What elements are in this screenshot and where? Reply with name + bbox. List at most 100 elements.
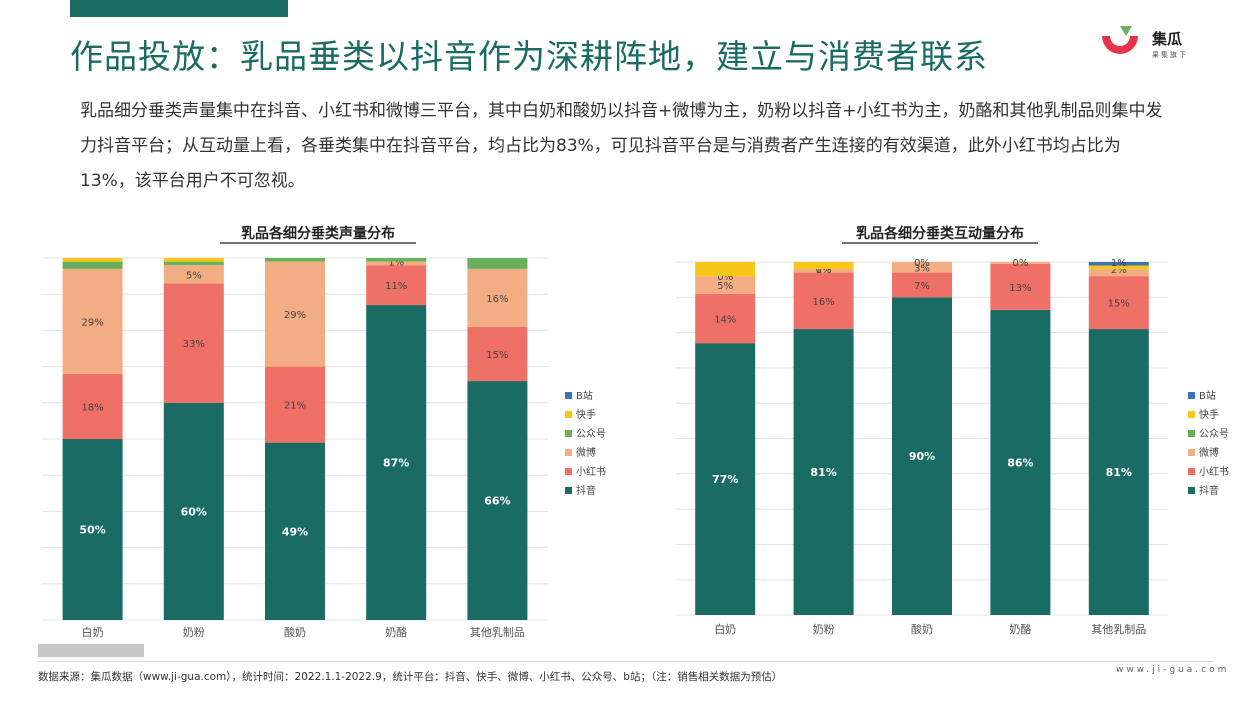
legend-swatch <box>1188 392 1195 399</box>
bar-segment <box>695 343 756 615</box>
bar-segment <box>695 293 756 344</box>
legend-label: 微博 <box>1199 446 1219 459</box>
legend-swatch <box>565 468 572 475</box>
logo-tagline: 果集旗下 <box>1152 51 1188 59</box>
category-label: 白奶 <box>82 625 104 639</box>
bar-segment <box>1088 329 1149 615</box>
top-accent-bar <box>70 0 288 17</box>
bar-segment <box>163 265 224 284</box>
website-url: www.ji-gua.com <box>1116 665 1230 675</box>
bar-segment <box>265 258 325 262</box>
bar-segment <box>163 258 224 262</box>
data-label: 66% <box>484 495 510 508</box>
bar-segment <box>793 269 854 273</box>
category-label: 白奶 <box>714 622 736 636</box>
category-label: 奶酪 <box>385 625 407 639</box>
data-label: 81% <box>1106 466 1132 479</box>
legend-label: 抖音 <box>576 484 596 497</box>
bar-segment <box>990 262 1051 264</box>
bar-segment <box>163 261 224 266</box>
legend-swatch <box>1188 468 1195 475</box>
legend-swatch <box>565 411 572 418</box>
legend-swatch <box>565 449 572 456</box>
bar-segment <box>695 262 756 277</box>
chart-title: 乳品各细分垂类声量分布 <box>241 225 395 242</box>
bar-segment <box>990 263 1051 310</box>
category-label: 奶酪 <box>1009 622 1031 636</box>
horizontal-scrollbar-thumb[interactable] <box>38 644 144 657</box>
data-label: 3% <box>914 263 930 274</box>
category-label: 其他乳制品 <box>1091 623 1146 636</box>
legend-swatch <box>565 487 572 494</box>
bar-segment <box>793 272 854 330</box>
chart-title: 乳品各细分垂类互动量分布 <box>856 225 1024 242</box>
legend-label: 抖音 <box>1199 484 1219 497</box>
legend-label: B站 <box>1199 389 1216 402</box>
data-label: 1% <box>388 258 404 269</box>
category-label: 奶粉 <box>813 622 835 636</box>
data-label: 29% <box>81 317 103 328</box>
bar-segment <box>62 261 123 269</box>
bar-segment <box>62 258 123 262</box>
footer-divider <box>38 661 1213 662</box>
category-label: 其他乳制品 <box>470 626 525 639</box>
category-label: 奶粉 <box>183 625 205 639</box>
bar-segment <box>467 268 528 327</box>
legend-swatch <box>1188 411 1195 418</box>
bar-segment <box>892 297 952 615</box>
bar-segment <box>467 258 528 269</box>
data-label: 11% <box>385 281 407 292</box>
bar-segment <box>366 261 427 266</box>
jigua-logo <box>1102 26 1138 54</box>
data-label: 0% <box>914 258 930 269</box>
bar-segment <box>265 442 325 620</box>
data-label: 2% <box>1111 265 1127 276</box>
page-title: 作品投放：乳品垂类以抖音作为深耕阵地，建立与消费者联系 <box>70 37 988 76</box>
data-label: 16% <box>812 297 834 308</box>
data-label: 0% <box>1012 258 1028 269</box>
data-label: 90% <box>909 450 935 463</box>
legend-label: 微博 <box>576 446 596 459</box>
legend-swatch <box>565 430 572 437</box>
data-label: 21% <box>284 401 306 412</box>
bar-segment <box>163 283 224 403</box>
bar-segment <box>265 366 325 443</box>
bar-segment <box>467 326 528 382</box>
data-label: 77% <box>712 473 738 486</box>
bar-segment <box>1088 276 1149 330</box>
data-label: 33% <box>183 339 205 350</box>
data-label: 13% <box>1009 283 1031 294</box>
legend-swatch <box>1188 430 1195 437</box>
data-label: 50% <box>79 524 105 537</box>
data-label: 16% <box>486 294 508 305</box>
data-label: 0% <box>816 265 832 276</box>
legend-label: 快手 <box>576 408 596 421</box>
category-label: 酸奶 <box>911 622 933 636</box>
data-label: 1% <box>816 265 832 276</box>
bar-segment <box>793 262 854 270</box>
data-source-note: 数据来源：集瓜数据（www.ji-gua.com），统计时间：2022.1.1-… <box>38 671 783 683</box>
bar-segment <box>467 381 528 620</box>
bar-segment <box>695 276 756 294</box>
bar-segment <box>366 258 427 262</box>
bar-segment <box>366 265 427 306</box>
data-label: 1% <box>1111 258 1127 269</box>
data-label: 29% <box>284 310 306 321</box>
bar-segment <box>990 309 1051 615</box>
bar-segment <box>62 268 123 374</box>
category-label: 酸奶 <box>284 625 306 639</box>
data-label: 5% <box>717 281 733 292</box>
legend-label: 公众号 <box>576 428 606 440</box>
bar-segment <box>892 272 952 298</box>
data-label: 60% <box>181 505 207 518</box>
data-label: 5% <box>186 270 202 281</box>
data-label: 0% <box>717 272 733 283</box>
logo-mark-icon <box>1102 36 1138 54</box>
data-label: 15% <box>1108 299 1130 310</box>
legend-label: 公众号 <box>1199 428 1229 440</box>
data-label: 81% <box>810 466 836 479</box>
legend-label: 小红书 <box>576 465 606 478</box>
bar-segment <box>62 373 123 439</box>
data-label: 15% <box>486 350 508 361</box>
